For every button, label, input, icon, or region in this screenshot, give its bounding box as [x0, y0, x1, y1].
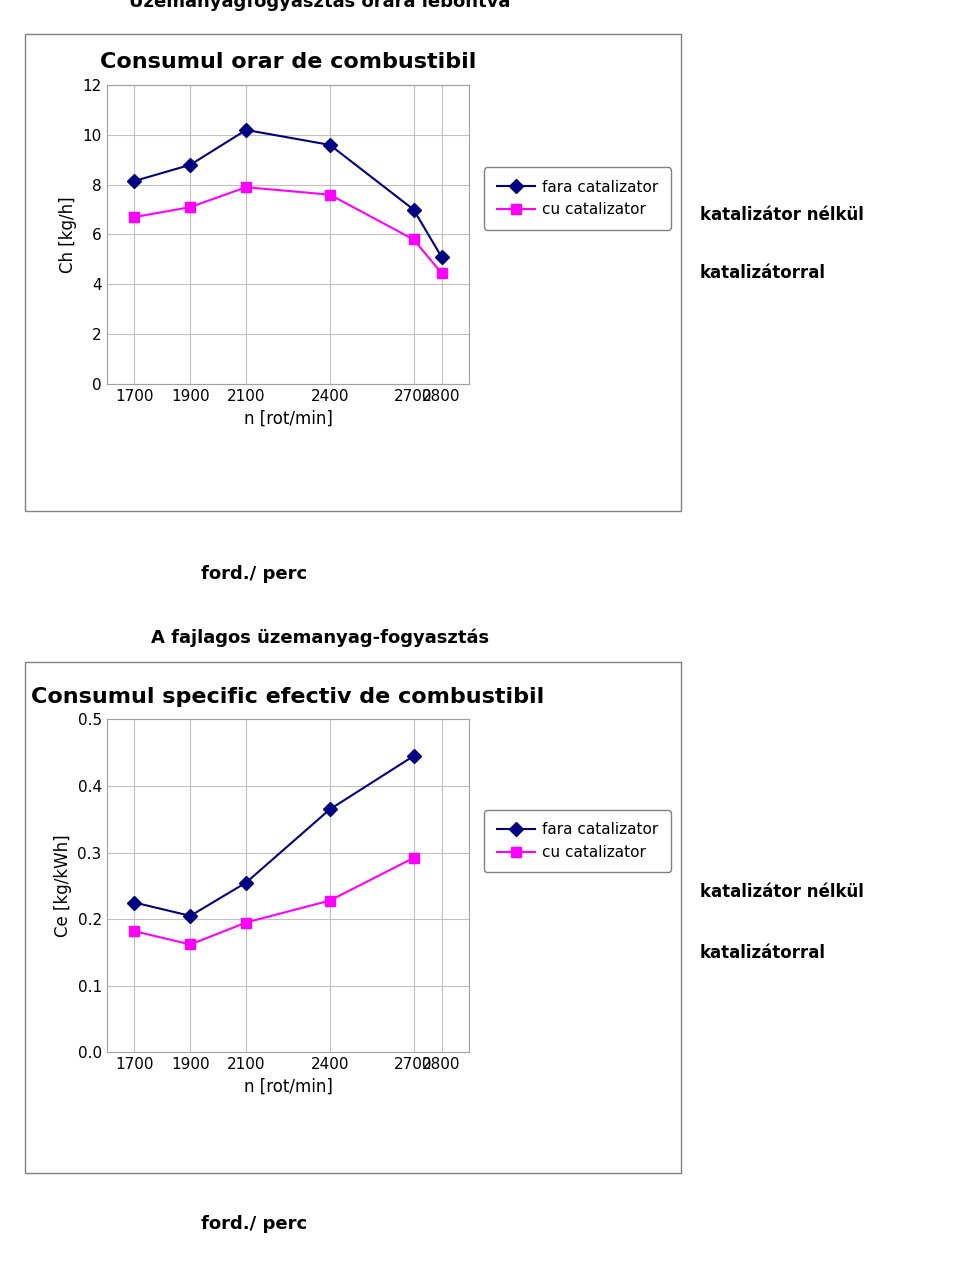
cu catalizator — [240, 179, 252, 194]
cu catalizator — [240, 915, 252, 930]
Text: ford./ perc: ford./ perc — [202, 1215, 307, 1233]
cu catalizator — [129, 924, 140, 939]
Text: katalizátor nélkül: katalizátor nélkül — [700, 883, 864, 901]
X-axis label: n [rot/min]: n [rot/min] — [244, 409, 332, 427]
Text: A fajlagos üzemanyag-fogyasztás: A fajlagos üzemanyag-fogyasztás — [151, 628, 489, 647]
Title: Consumul specific efectiv de combustibil: Consumul specific efectiv de combustibil — [32, 686, 544, 707]
Line: fara catalizator: fara catalizator — [130, 125, 446, 262]
Title: Consumul orar de combustibil: Consumul orar de combustibil — [100, 52, 476, 72]
cu catalizator — [324, 894, 336, 909]
cu catalizator — [408, 850, 420, 866]
Text: katalizátorral: katalizátorral — [700, 944, 826, 962]
fara catalizator — [184, 158, 196, 173]
Legend: fara catalizator, cu catalizator: fara catalizator, cu catalizator — [485, 811, 671, 872]
Line: cu catalizator: cu catalizator — [130, 182, 446, 278]
cu catalizator — [129, 210, 140, 225]
fara catalizator — [408, 749, 420, 764]
Line: fara catalizator: fara catalizator — [130, 751, 419, 920]
Text: katalizátor nélkül: katalizátor nélkül — [700, 206, 864, 225]
fara catalizator — [240, 122, 252, 137]
fara catalizator — [324, 802, 336, 817]
cu catalizator — [436, 266, 447, 281]
Text: Üzemanyagfogyasztás órára lebontva: Üzemanyagfogyasztás órára lebontva — [130, 0, 511, 11]
fara catalizator — [129, 173, 140, 188]
X-axis label: n [rot/min]: n [rot/min] — [244, 1078, 332, 1096]
fara catalizator — [129, 895, 140, 910]
fara catalizator — [240, 874, 252, 890]
cu catalizator — [324, 187, 336, 202]
cu catalizator — [408, 231, 420, 247]
Legend: fara catalizator, cu catalizator: fara catalizator, cu catalizator — [485, 168, 671, 230]
cu catalizator — [184, 200, 196, 215]
fara catalizator — [184, 909, 196, 924]
fara catalizator — [436, 249, 447, 264]
Text: katalizátorral: katalizátorral — [700, 263, 826, 282]
Line: cu catalizator: cu catalizator — [130, 853, 419, 949]
Y-axis label: Ce [kg/kWh]: Ce [kg/kWh] — [54, 835, 72, 937]
fara catalizator — [324, 137, 336, 153]
fara catalizator — [408, 202, 420, 217]
Y-axis label: Ch [kg/h]: Ch [kg/h] — [59, 196, 77, 273]
cu catalizator — [184, 937, 196, 952]
Text: ford./ perc: ford./ perc — [202, 566, 307, 583]
